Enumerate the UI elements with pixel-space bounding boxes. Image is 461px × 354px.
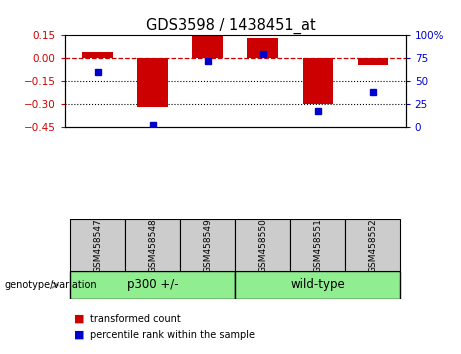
Bar bbox=[248, 39, 278, 58]
Bar bbox=[137, 58, 168, 108]
Text: transformed count: transformed count bbox=[90, 314, 181, 324]
FancyBboxPatch shape bbox=[235, 271, 400, 299]
Text: GSM458548: GSM458548 bbox=[148, 218, 157, 273]
Text: wild-type: wild-type bbox=[290, 279, 345, 291]
Text: GDS3598 / 1438451_at: GDS3598 / 1438451_at bbox=[146, 18, 315, 34]
FancyBboxPatch shape bbox=[180, 219, 235, 271]
Text: GSM458551: GSM458551 bbox=[313, 218, 322, 273]
Text: genotype/variation: genotype/variation bbox=[5, 280, 97, 290]
Text: ■: ■ bbox=[74, 330, 88, 339]
Text: ■: ■ bbox=[74, 314, 88, 324]
Text: GSM458549: GSM458549 bbox=[203, 218, 212, 273]
Bar bbox=[358, 58, 388, 64]
Text: GSM458547: GSM458547 bbox=[93, 218, 102, 273]
FancyBboxPatch shape bbox=[345, 219, 400, 271]
FancyBboxPatch shape bbox=[290, 219, 345, 271]
Text: GSM458550: GSM458550 bbox=[258, 218, 267, 273]
Text: p300 +/-: p300 +/- bbox=[127, 279, 178, 291]
FancyBboxPatch shape bbox=[70, 271, 235, 299]
Bar bbox=[302, 58, 333, 104]
Bar bbox=[193, 36, 223, 58]
Bar bbox=[83, 52, 112, 58]
Text: GSM458552: GSM458552 bbox=[368, 218, 377, 273]
FancyBboxPatch shape bbox=[235, 219, 290, 271]
Text: percentile rank within the sample: percentile rank within the sample bbox=[90, 330, 255, 339]
FancyBboxPatch shape bbox=[70, 219, 125, 271]
FancyBboxPatch shape bbox=[125, 219, 180, 271]
